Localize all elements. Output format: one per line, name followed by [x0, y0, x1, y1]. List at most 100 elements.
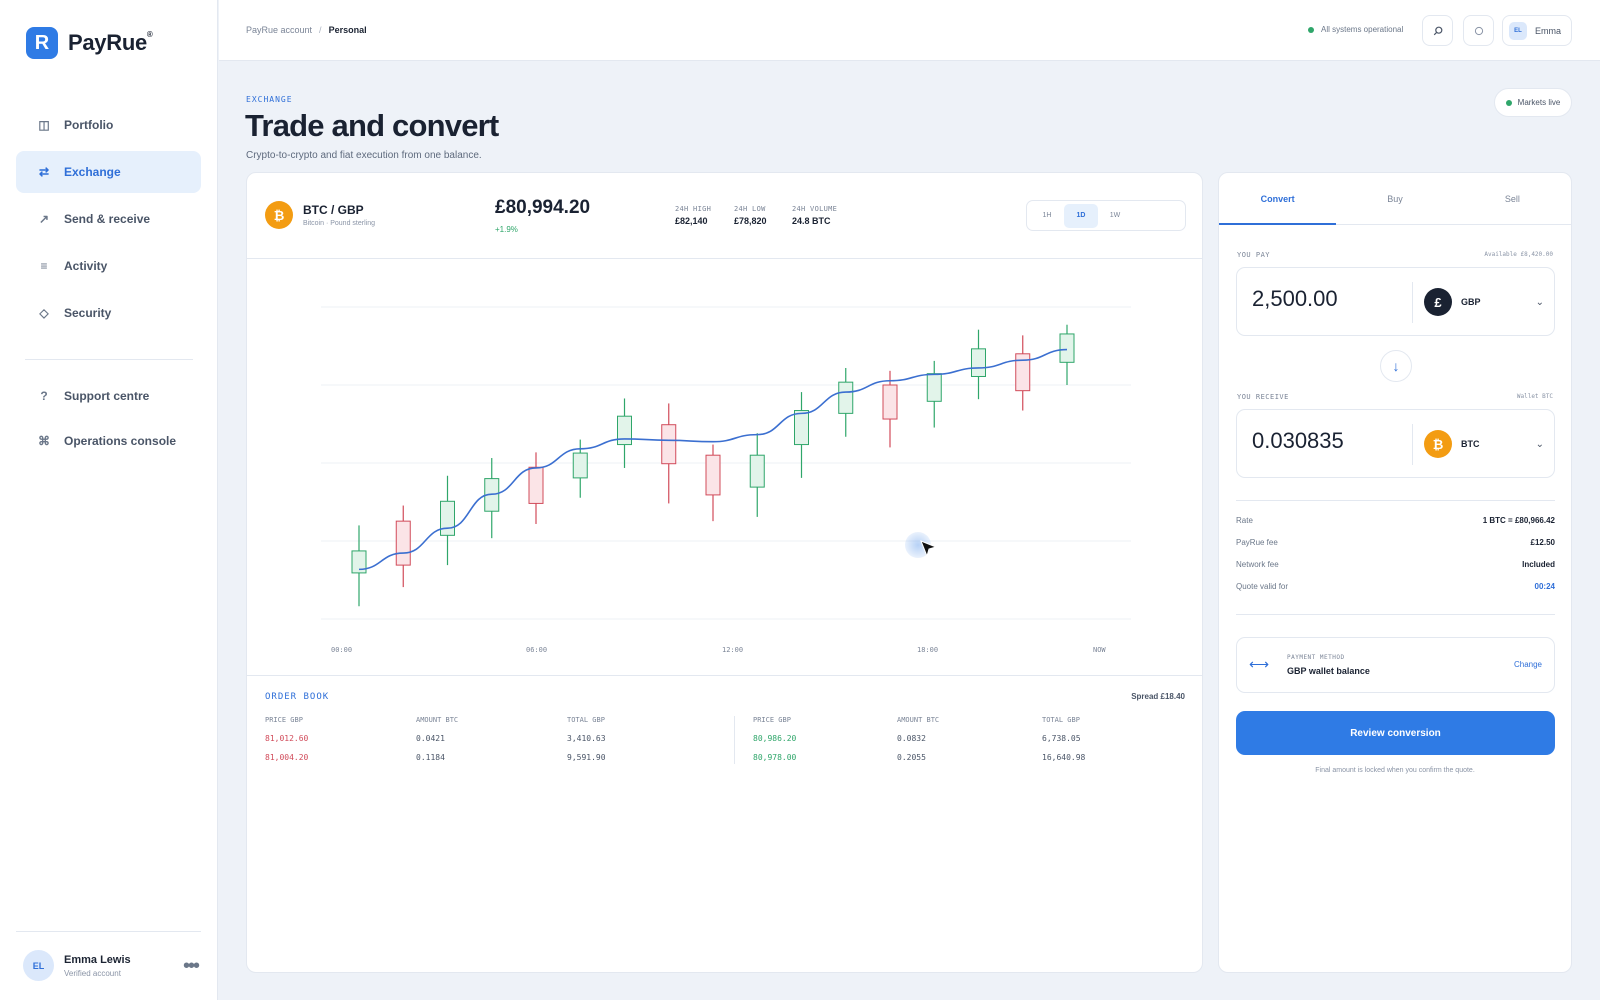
timeframe-selector: 1H 1D 1W — [1026, 200, 1186, 231]
market-card: ₿ BTC / GBP Bitcoin · Pound sterling £80… — [246, 172, 1203, 973]
ask-cell: 3,410.63 — [567, 734, 606, 743]
user-info: Emma Lewis Verified account — [64, 954, 131, 978]
breadcrumb-separator: / — [319, 25, 322, 35]
nav-divider — [25, 359, 193, 360]
sidebar-item-support-centre[interactable]: ? Support centre — [16, 376, 201, 416]
sidebar-item-exchange[interactable]: ⇄ Exchange — [16, 151, 201, 193]
review-conversion-button[interactable]: Review conversion — [1236, 711, 1555, 755]
page-subtitle: Crypto-to-crypto and fiat execution from… — [246, 150, 482, 161]
bitcoin-icon: ₿ — [1424, 430, 1452, 458]
sidebar-item-label: Operations console — [64, 434, 177, 448]
tab-sell[interactable]: Sell — [1504, 193, 1520, 204]
timeframe-1w[interactable]: 1W — [1109, 212, 1121, 219]
portfolio-icon: ◫ — [38, 118, 50, 132]
ask-column-header: AMOUNT BTC — [416, 716, 459, 724]
detail-row: Network fee Included — [1236, 560, 1555, 569]
topbar-avatar: EL — [1509, 21, 1527, 40]
detail-value: Included — [1522, 560, 1555, 569]
detail-label: PayRue fee — [1236, 538, 1278, 547]
breadcrumb-root[interactable]: PayRue account — [246, 25, 313, 35]
x-tick-label: 12:00 — [722, 646, 743, 654]
panel-divider — [1236, 500, 1555, 501]
search-button[interactable] — [1422, 15, 1453, 46]
candle-body — [926, 373, 942, 402]
receive-amount-input[interactable] — [1252, 428, 1402, 454]
detail-value: £12.50 — [1530, 538, 1555, 547]
ask-cell: 81,004.20 — [265, 753, 309, 762]
pair-text: BTC / GBP Bitcoin · Pound sterling — [303, 203, 375, 227]
receive-currency-code: BTC — [1461, 439, 1480, 449]
ask-cell: 0.0421 — [416, 734, 445, 743]
ask-cell: 0.1184 — [416, 753, 445, 762]
trend-line — [358, 348, 1068, 571]
send-icon: ↗ — [38, 212, 50, 226]
available-balance: Available £8,420.00 — [1484, 251, 1553, 258]
amount-separator — [1412, 282, 1413, 323]
detail-row: Rate 1 BTC = £80,966.42 — [1236, 516, 1555, 525]
panel-divider — [1236, 614, 1555, 615]
bitcoin-icon: ₿ — [265, 201, 293, 229]
candle-body — [572, 452, 588, 479]
command-icon: ⌘ — [38, 434, 50, 448]
card-divider — [247, 675, 1202, 676]
user-card[interactable]: EL Emma Lewis Verified account ••• — [23, 950, 200, 981]
sidebar-item-label: Send & receive — [64, 212, 151, 226]
sidebar-item-label: Security — [64, 306, 112, 320]
sidebar-item-label: Exchange — [64, 165, 121, 179]
topbar-user-name: Emma — [1535, 25, 1562, 36]
sidebar-item-operations-console[interactable]: ⌘ Operations console — [16, 421, 201, 461]
sidebar-item-label: Activity — [64, 259, 108, 273]
logo[interactable]: R PayRue® — [26, 27, 153, 59]
detail-label: Network fee — [1236, 560, 1279, 569]
logo-mark: R — [26, 27, 58, 59]
detail-label: Rate — [1236, 516, 1253, 525]
tab-buy[interactable]: Buy — [1387, 193, 1403, 204]
timeframe-1d[interactable]: 1D — [1064, 203, 1098, 228]
detail-label: Quote valid for — [1236, 582, 1289, 591]
orderbook-divider — [734, 716, 735, 764]
sidebar-item-security[interactable]: ◇ Security — [16, 292, 201, 334]
bid-column-header: TOTAL GBP — [1042, 716, 1080, 724]
sidebar-item-send-receive[interactable]: ↗ Send & receive — [16, 198, 201, 240]
sidebar-item-activity[interactable]: ≡ Activity — [16, 245, 201, 287]
sidebar-item-portfolio[interactable]: ◫ Portfolio — [16, 104, 201, 146]
stat-label: 24H VOLUME — [792, 205, 838, 213]
you-receive-label: YOU RECEIVE — [1237, 393, 1289, 401]
receive-currency-select[interactable]: ₿ BTC ⌄ — [1424, 429, 1544, 459]
pair-name: BTC / GBP — [303, 203, 364, 217]
chevron-down-icon: ⌄ — [1535, 296, 1544, 308]
markets-status-text: Markets live — [1517, 98, 1561, 107]
pay-amount-box: £ GBP ⌄ — [1236, 267, 1555, 336]
pay-amount-input[interactable] — [1252, 286, 1402, 312]
markets-status-badge: Markets live — [1494, 88, 1572, 117]
secondary-nav: ? Support centre ⌘ Operations console — [16, 376, 201, 466]
timeframe-1h[interactable]: 1H — [1042, 212, 1052, 219]
pay-currency-select[interactable]: £ GBP ⌄ — [1424, 287, 1544, 317]
orderbook-spread: Spread £18.40 — [1131, 692, 1185, 701]
pound-icon: £ — [1424, 288, 1452, 316]
arrow-down-icon: ↓ — [1392, 358, 1400, 374]
primary-nav: ◫ Portfolio ⇄ Exchange ↗ Send & receive ≡ Activ… — [16, 104, 201, 339]
topbar-user-menu[interactable]: EL Emma — [1502, 15, 1572, 46]
candle-body — [528, 466, 544, 504]
receive-amount-box: ₿ BTC ⌄ — [1236, 409, 1555, 478]
notifications-button[interactable] — [1463, 15, 1494, 46]
sidebar: R PayRue® ◫ Portfolio ⇄ Exchange ↗ Send & rec… — [0, 0, 218, 1000]
ask-cell: 9,591.90 — [567, 753, 606, 762]
activity-icon: ≡ — [40, 259, 48, 273]
bid-cell: 16,640.98 — [1042, 753, 1086, 762]
chevron-down-icon: ⌄ — [1535, 438, 1544, 450]
help-icon: ? — [40, 389, 48, 403]
price-chart[interactable]: 00:00 06:00 12:00 18:00 NOW — [247, 259, 1203, 665]
x-tick-label: 06:00 — [526, 646, 547, 654]
stat-value: 24.8 BTC — [792, 216, 831, 226]
change-payment-link[interactable]: Change — [1513, 660, 1542, 669]
system-status-text: All systems operational — [1321, 25, 1404, 34]
candle-body — [705, 454, 721, 496]
candle-body — [1015, 353, 1031, 392]
more-icon[interactable]: ••• — [182, 954, 200, 977]
stat-24h-high: 24H HIGH £82,140 — [675, 205, 711, 226]
logo-text: PayRue® — [68, 30, 153, 55]
tab-convert[interactable]: Convert — [1219, 173, 1337, 225]
swap-direction-button[interactable]: ↓ — [1380, 350, 1412, 382]
